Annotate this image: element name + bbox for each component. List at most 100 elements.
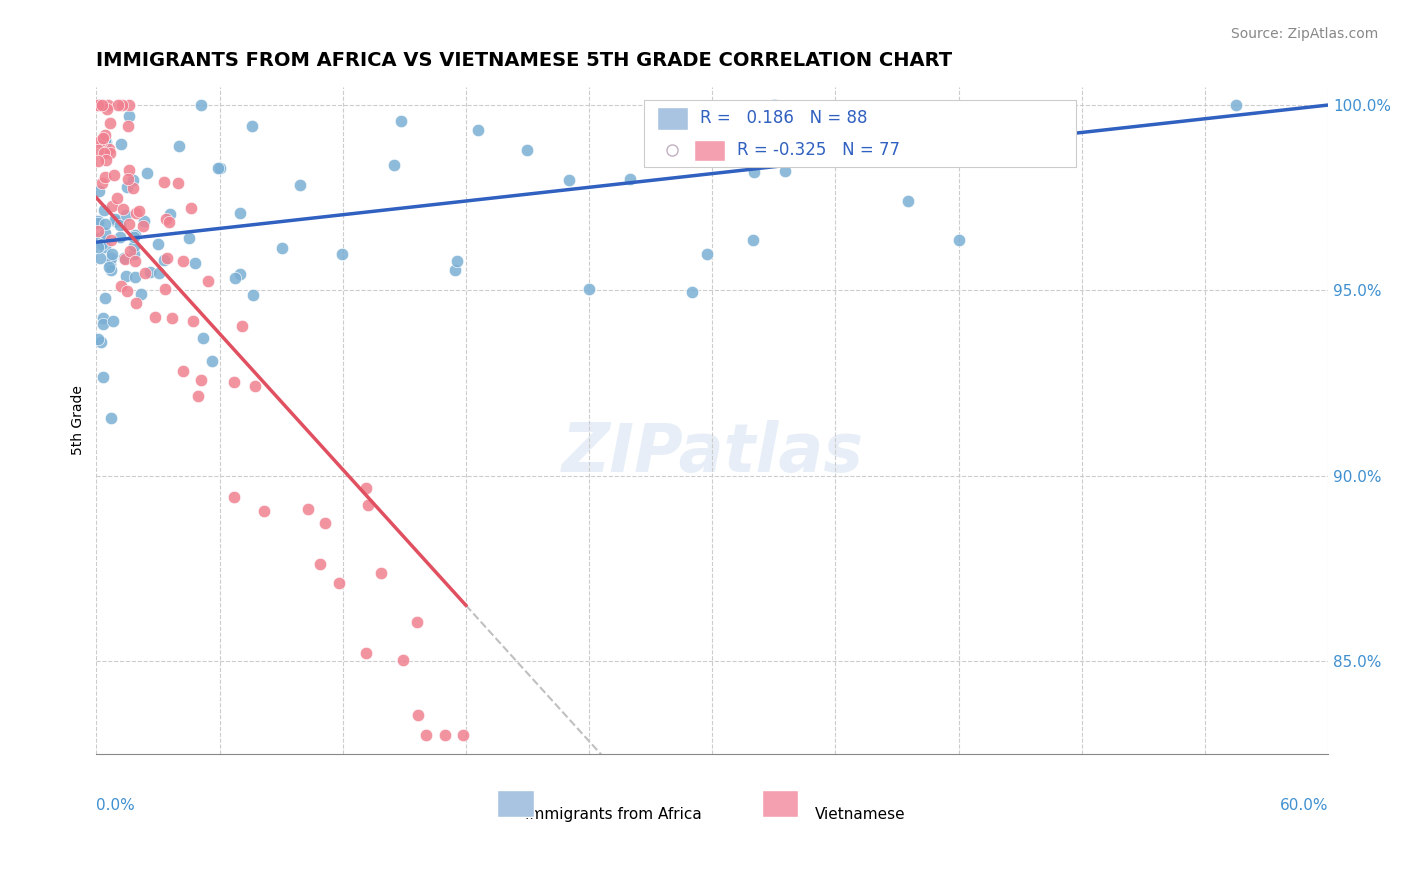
Point bbox=[93, 133, 115, 147]
Point bbox=[167, 139, 190, 153]
Point bbox=[309, 557, 332, 571]
Point bbox=[89, 134, 111, 148]
Point bbox=[98, 145, 121, 160]
Point bbox=[115, 284, 138, 298]
Point bbox=[117, 172, 139, 186]
Point bbox=[122, 239, 145, 253]
Point bbox=[118, 217, 141, 231]
Point bbox=[444, 262, 467, 277]
Point bbox=[135, 166, 157, 180]
Point bbox=[100, 252, 122, 266]
Point bbox=[124, 254, 146, 268]
Point bbox=[200, 354, 222, 368]
Point bbox=[125, 206, 148, 220]
Point bbox=[121, 181, 143, 195]
Point bbox=[115, 208, 138, 222]
Point bbox=[128, 204, 150, 219]
Point bbox=[97, 260, 120, 274]
Point bbox=[330, 247, 353, 261]
Point bbox=[93, 226, 115, 240]
Point bbox=[98, 143, 121, 157]
Point bbox=[87, 98, 110, 112]
Point bbox=[122, 173, 145, 187]
Point bbox=[91, 131, 114, 145]
Point bbox=[557, 173, 579, 187]
Point bbox=[124, 228, 146, 243]
Point bbox=[87, 213, 110, 227]
Point bbox=[314, 516, 336, 531]
Point bbox=[90, 237, 112, 252]
Point bbox=[290, 178, 312, 193]
Point bbox=[224, 491, 246, 505]
Point bbox=[783, 115, 806, 129]
Point bbox=[100, 247, 122, 261]
Point bbox=[117, 119, 139, 133]
FancyBboxPatch shape bbox=[496, 790, 534, 817]
Point bbox=[107, 98, 129, 112]
Point bbox=[160, 311, 183, 326]
Bar bbox=[657, 106, 688, 130]
Point bbox=[948, 233, 970, 247]
Point bbox=[87, 332, 110, 346]
Point bbox=[87, 98, 110, 112]
Point bbox=[87, 143, 110, 157]
Point bbox=[180, 201, 202, 215]
Text: ZIPatlas: ZIPatlas bbox=[561, 420, 863, 486]
Point bbox=[356, 646, 378, 660]
Point bbox=[101, 314, 124, 328]
Point bbox=[91, 317, 114, 331]
Point bbox=[433, 728, 456, 742]
Point bbox=[742, 165, 765, 179]
Text: 60.0%: 60.0% bbox=[1279, 798, 1329, 813]
Point bbox=[1225, 98, 1247, 112]
FancyBboxPatch shape bbox=[762, 790, 799, 817]
Point bbox=[153, 253, 176, 268]
Point bbox=[187, 388, 209, 402]
Point bbox=[681, 285, 703, 300]
Point bbox=[94, 153, 117, 167]
Point bbox=[415, 728, 437, 742]
Point bbox=[619, 172, 641, 186]
Point bbox=[89, 98, 111, 112]
Point bbox=[148, 266, 170, 280]
Point bbox=[129, 287, 152, 301]
Point bbox=[100, 233, 122, 247]
Point bbox=[112, 251, 135, 265]
Point bbox=[111, 202, 134, 216]
Point bbox=[222, 375, 245, 389]
Point bbox=[773, 164, 796, 178]
Point bbox=[451, 728, 474, 742]
Point bbox=[224, 271, 246, 285]
Y-axis label: 5th Grade: 5th Grade bbox=[72, 385, 86, 455]
Point bbox=[93, 240, 115, 254]
Point bbox=[155, 211, 177, 226]
Text: R =   0.186   N = 88: R = 0.186 N = 88 bbox=[700, 109, 868, 127]
Point bbox=[762, 98, 785, 112]
Point bbox=[93, 170, 115, 185]
Point bbox=[104, 212, 127, 227]
Point bbox=[90, 134, 112, 148]
Point bbox=[197, 275, 219, 289]
Point bbox=[100, 411, 122, 425]
Point bbox=[245, 379, 267, 393]
Point bbox=[87, 224, 110, 238]
Point bbox=[94, 291, 117, 305]
Point bbox=[177, 230, 200, 244]
Point bbox=[742, 233, 765, 247]
Point bbox=[114, 252, 136, 266]
Point bbox=[253, 504, 276, 518]
Point bbox=[156, 251, 179, 265]
Text: Source: ZipAtlas.com: Source: ZipAtlas.com bbox=[1230, 27, 1378, 41]
Point bbox=[765, 98, 787, 112]
Point bbox=[105, 191, 128, 205]
Point bbox=[91, 98, 114, 112]
Point bbox=[96, 102, 118, 116]
Text: IMMIGRANTS FROM AFRICA VS VIETNAMESE 5TH GRADE CORRELATION CHART: IMMIGRANTS FROM AFRICA VS VIETNAMESE 5TH… bbox=[97, 51, 952, 70]
Point bbox=[87, 153, 110, 168]
Point bbox=[357, 498, 380, 512]
Point bbox=[94, 135, 117, 149]
Point bbox=[190, 98, 212, 112]
Point bbox=[110, 279, 132, 293]
Point bbox=[181, 314, 204, 328]
Point bbox=[242, 288, 264, 302]
